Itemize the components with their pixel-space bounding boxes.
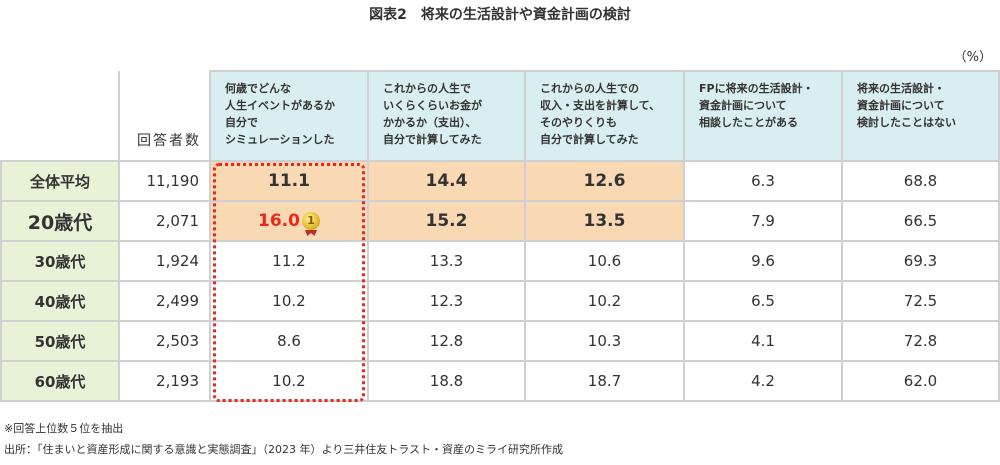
table-row: 30歳代 1,924 11.2 13.3 10.6 9.6 69.3 bbox=[0, 240, 1000, 282]
value-cell: 4.1 bbox=[683, 320, 843, 362]
value-cell: 62.0 bbox=[841, 360, 1000, 402]
value-cell: 10.2 bbox=[209, 280, 369, 322]
respondent-count: 11,190 bbox=[118, 160, 211, 202]
value-cell: 12.6 bbox=[524, 160, 685, 202]
row-label: 60歳代 bbox=[0, 360, 120, 402]
value-cell: 11.1 bbox=[209, 160, 369, 202]
value-cell: 72.5 bbox=[841, 280, 1000, 322]
column-header: 何歳でどんな 人生イベントがあるか 自分で シミュレーションした bbox=[209, 70, 369, 162]
value-cell: 69.3 bbox=[841, 240, 1000, 282]
value-cell: 10.3 bbox=[524, 320, 685, 362]
value-cell: 18.7 bbox=[524, 360, 685, 402]
table-row: 40歳代 2,499 10.2 12.3 10.2 6.5 72.5 bbox=[0, 280, 1000, 322]
respondent-count: 2,071 bbox=[118, 200, 211, 242]
figure-title: 図表2 将来の生活設計や資金計画の検討 bbox=[369, 7, 631, 23]
data-table: 回答者数 何歳でどんな 人生イベントがあるか 自分で シミュレーションした これ… bbox=[0, 70, 1000, 402]
header-row: 回答者数 何歳でどんな 人生イベントがあるか 自分で シミュレーションした これ… bbox=[1, 70, 1000, 162]
row-label: 40歳代 bbox=[0, 280, 120, 322]
value-cell: 16.0 1 bbox=[209, 200, 369, 242]
value-cell: 15.2 bbox=[367, 200, 526, 242]
table-row: 全体平均 11,190 11.1 14.4 12.6 6.3 68.8 bbox=[0, 160, 1000, 202]
count-header: 回答者数 bbox=[119, 71, 211, 162]
value-cell: 14.4 bbox=[367, 160, 526, 202]
value-cell: 8.6 bbox=[209, 320, 369, 362]
row-label: 30歳代 bbox=[0, 240, 120, 282]
column-header: FPに将来の生活設計・ 資金計画について 相談したことがある bbox=[683, 70, 843, 162]
value-cell: 72.8 bbox=[841, 320, 1000, 362]
value-cell: 18.8 bbox=[367, 360, 526, 402]
corner-cell bbox=[1, 71, 120, 161]
value-text: 16.0 bbox=[258, 211, 300, 231]
respondent-count: 2,499 bbox=[118, 280, 211, 322]
value-cell: 6.3 bbox=[683, 160, 843, 202]
respondent-count: 2,503 bbox=[118, 320, 211, 362]
value-cell: 13.5 bbox=[524, 200, 685, 242]
respondent-count: 1,924 bbox=[118, 240, 211, 282]
value-cell: 13.3 bbox=[367, 240, 526, 282]
value-cell: 9.6 bbox=[683, 240, 843, 282]
value-cell: 68.8 bbox=[841, 160, 1000, 202]
source-note: 出所：「住まいと資産形成に関する意識と実態調査」（2023 年）より三井住友トラ… bbox=[4, 443, 564, 456]
table-row: 20歳代 2,071 16.0 1 15.2 13.5 7.9 66.5 bbox=[0, 200, 1000, 242]
respondent-count: 2,193 bbox=[118, 360, 211, 402]
value-cell: 12.8 bbox=[367, 320, 526, 362]
row-label: 50歳代 bbox=[0, 320, 120, 362]
column-header: 将来の生活設計・ 資金計画について 検討したことはない bbox=[841, 70, 1000, 162]
gold-medal-icon: 1 bbox=[301, 212, 320, 230]
column-header: これからの人生で いくらくらいお金が かかるか（支出）、 自分で計算してみた bbox=[367, 70, 526, 162]
value-cell: 4.2 bbox=[683, 360, 843, 402]
unit-label: （%） bbox=[953, 50, 992, 65]
value-cell: 11.2 bbox=[209, 240, 369, 282]
value-cell: 66.5 bbox=[841, 200, 1000, 242]
table-row: 50歳代 2,503 8.6 12.8 10.3 4.1 72.8 bbox=[0, 320, 1000, 362]
value-cell: 10.6 bbox=[524, 240, 685, 282]
row-label: 全体平均 bbox=[0, 160, 120, 202]
value-cell: 12.3 bbox=[367, 280, 526, 322]
value-cell: 7.9 bbox=[683, 200, 843, 242]
column-header: これからの人生での 収入・支出を計算して、 そのやりくりも 自分で計算してみた bbox=[524, 70, 685, 162]
table-row: 60歳代 2,193 10.2 18.8 18.7 4.2 62.0 bbox=[0, 360, 1000, 402]
value-cell: 10.2 bbox=[209, 360, 369, 402]
footnote: ※回答上位数５位を抽出 bbox=[4, 422, 124, 435]
value-cell: 6.5 bbox=[683, 280, 843, 322]
value-cell: 10.2 bbox=[524, 280, 685, 322]
row-label: 20歳代 bbox=[0, 200, 120, 242]
